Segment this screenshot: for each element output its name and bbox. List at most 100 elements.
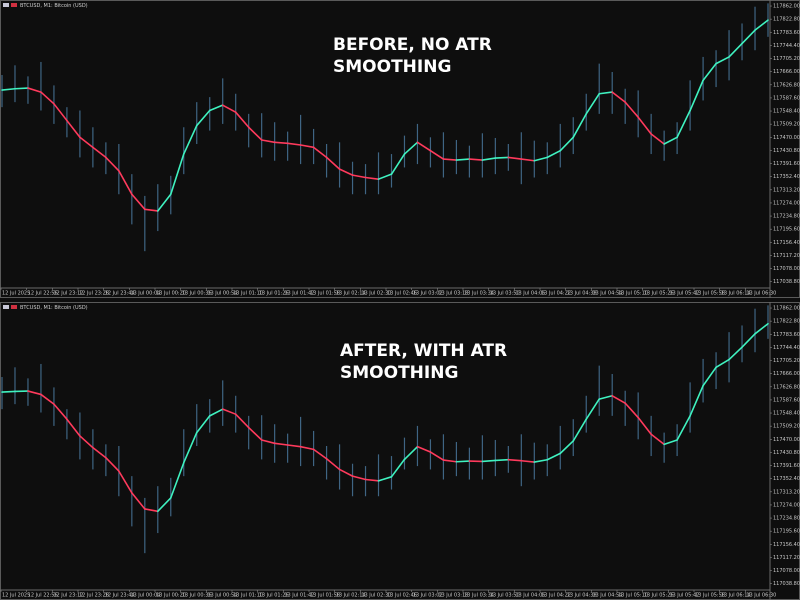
indicator-segment	[546, 452, 562, 461]
x-tick-label: 13 Jul 01:58	[310, 593, 340, 599]
x-tick-label: 13 Jul 01:10	[233, 593, 263, 599]
indicator-segment	[689, 79, 704, 112]
y-tick-label: 117705.20	[773, 358, 800, 364]
x-tick-label: 13 Jul 06:14	[721, 291, 751, 297]
indicator-segment	[66, 418, 81, 437]
x-tick-label: 13 Jul 04:38	[567, 291, 597, 297]
indicator-segment	[533, 458, 549, 463]
indicator-segment	[234, 413, 250, 429]
indicator-segment	[741, 29, 756, 45]
x-tick-label: 12 Jul 22:56	[28, 593, 58, 599]
x-tick-label: 13 Jul 05:58	[695, 593, 725, 599]
y-tick-label: 117744.40	[773, 43, 800, 49]
x-tick-label: 13 Jul 04:38	[567, 593, 597, 599]
y-tick-label: 117548.40	[773, 411, 800, 417]
indicator-segment	[650, 133, 665, 145]
indicator-segment	[455, 460, 471, 463]
indicator-segment	[312, 448, 328, 460]
indicator-segment	[131, 193, 146, 211]
x-tick-label: 13 Jul 01:26	[259, 291, 289, 297]
indicator-segment	[403, 445, 419, 461]
y-tick-label: 117587.60	[773, 397, 800, 403]
indicator-segment	[79, 136, 94, 149]
y-tick-label: 117313.20	[773, 489, 800, 495]
x-tick-label: 13 Jul 06:14	[721, 593, 751, 599]
x-tick-label: 13 Jul 00:20	[156, 291, 186, 297]
y-tick-label: 117117.20	[773, 253, 800, 259]
indicator-segment	[247, 126, 263, 141]
symbol-label: BTCUSD, M1: Bitcoin (USD)	[20, 305, 88, 311]
y-tick-label: 117156.40	[773, 542, 800, 548]
indicator-segment	[715, 56, 730, 65]
annotation: BEFORE, NO ATR	[333, 35, 492, 55]
x-tick-label: 13 Jul 02:46	[387, 593, 417, 599]
indicator-segment	[429, 451, 445, 461]
x-tick-label: 13 Jul 04:06	[515, 291, 545, 297]
indicator-segment	[377, 476, 393, 482]
x-tick-label: 13 Jul 00:36	[182, 593, 212, 599]
chart-panel: 117862.00 117822.80 117783.60 117744.40 1177…	[0, 302, 800, 600]
x-tick-label: 13 Jul 05:42	[669, 593, 699, 599]
y-tick-label: 117038.80	[773, 581, 800, 587]
x-tick-label: 12 Jul 23:44	[105, 593, 135, 599]
y-tick-label: 117548.40	[773, 109, 800, 115]
indicator-segment	[247, 426, 263, 441]
x-tick-label: 13 Jul 00:54	[207, 291, 237, 297]
y-tick-label: 117430.80	[773, 450, 800, 456]
x-tick-label: 12 Jul 23:28	[79, 593, 109, 599]
x-tick-label: 13 Jul 00:54	[207, 593, 237, 599]
indicator-segment	[325, 457, 341, 471]
y-tick-label: 117587.60	[773, 95, 800, 101]
y-tick-label: 117783.60	[773, 332, 800, 338]
x-tick-label: 13 Jul 00:36	[182, 291, 212, 297]
indicator-segment	[14, 87, 29, 90]
indicator-segment	[611, 91, 626, 103]
x-tick-label: 13 Jul 00:20	[156, 593, 186, 599]
indicator-segment	[169, 461, 185, 499]
indicator-segment	[312, 146, 328, 159]
symbol-label: BTCUSD, M1: Bitcoin (USD)	[20, 3, 88, 9]
indicator-segment	[546, 149, 562, 159]
indicator-segment	[416, 141, 432, 152]
indicator-segment	[260, 139, 276, 144]
indicator-segment	[689, 384, 704, 417]
x-tick-label: 12 Jul 23:12	[53, 593, 83, 599]
x-tick-label: 13 Jul 01:58	[310, 291, 340, 297]
indicator-segment	[234, 111, 250, 129]
indicator-segment	[182, 431, 198, 464]
indicator-segment	[66, 119, 81, 139]
indicator-segment	[611, 394, 626, 404]
y-tick-label: 117430.80	[773, 148, 800, 154]
indicator-segment	[728, 42, 743, 58]
indicator-segment	[754, 322, 769, 335]
indicator-segment	[40, 91, 55, 105]
indicator-segment	[299, 445, 315, 451]
x-tick-label: 13 Jul 04:06	[515, 593, 545, 599]
indicator-segment	[533, 156, 549, 162]
x-tick-label: 13 Jul 04:54	[592, 291, 622, 297]
x-tick-label: 13 Jul 02:14	[336, 593, 366, 599]
x-tick-label: 13 Jul 00:04	[130, 593, 160, 599]
y-tick-label: 117862.00	[773, 306, 800, 312]
indicator-segment	[624, 402, 639, 419]
indicator-segment	[676, 109, 691, 139]
indicator-segment	[325, 156, 341, 170]
indicator-segment	[520, 158, 536, 162]
x-tick-label: 13 Jul 05:58	[695, 291, 725, 297]
indicator-segment	[702, 62, 717, 82]
y-tick-label: 117274.00	[773, 502, 800, 508]
indicator-segment	[1, 87, 16, 91]
indicator-segment	[494, 458, 510, 462]
x-tick-label: 13 Jul 01:42	[284, 291, 314, 297]
y-tick-label: 117234.80	[773, 516, 800, 522]
indicator-segment	[377, 173, 393, 180]
indicator-segment	[208, 408, 224, 417]
y-tick-label: 117352.40	[773, 174, 800, 180]
flag-icon	[3, 305, 9, 309]
x-tick-label: 12 Jul 22:56	[28, 291, 58, 297]
x-tick-label: 13 Jul 05:26	[644, 593, 674, 599]
indicator-segment	[637, 416, 652, 436]
indicator-segment	[403, 141, 419, 155]
x-tick-label: 13 Jul 03:02	[413, 291, 443, 297]
